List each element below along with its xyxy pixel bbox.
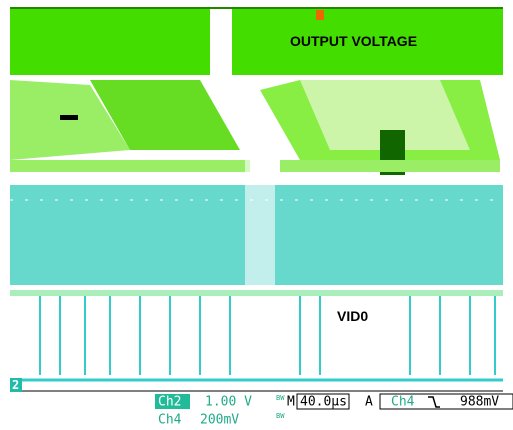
vid0-label: VID0 xyxy=(337,308,368,324)
ch4-label: Ch4 xyxy=(158,413,182,428)
bw-icon: BW xyxy=(276,412,285,420)
status-bar: Ch2 1.00 V BW M 40.0µs A Ch4 988mV Ch4 2… xyxy=(155,394,513,428)
channel-marker: 2 xyxy=(12,378,19,392)
waveform-area: OUTPUT VOLTAGE VID0 2 xyxy=(0,0,513,392)
scope-screen: OUTPUT VOLTAGE VID0 2 Ch2 1.00 V BW M 40… xyxy=(0,0,513,430)
timebase: 40.0µs xyxy=(300,395,347,410)
timebase-prefix: M xyxy=(287,395,295,410)
ch2-scale: 1.00 V xyxy=(205,395,252,410)
bw-icon: BW xyxy=(276,394,285,402)
ch2-label: Ch2 xyxy=(158,395,181,410)
ch4-scale: 200mV xyxy=(200,413,239,428)
output-voltage-label: OUTPUT VOLTAGE xyxy=(290,33,417,49)
trigger-channel: Ch4 xyxy=(391,395,415,410)
falling-edge-icon xyxy=(428,397,440,407)
trigger-mode: A xyxy=(365,395,373,410)
trigger-level: 988mV xyxy=(460,395,499,410)
